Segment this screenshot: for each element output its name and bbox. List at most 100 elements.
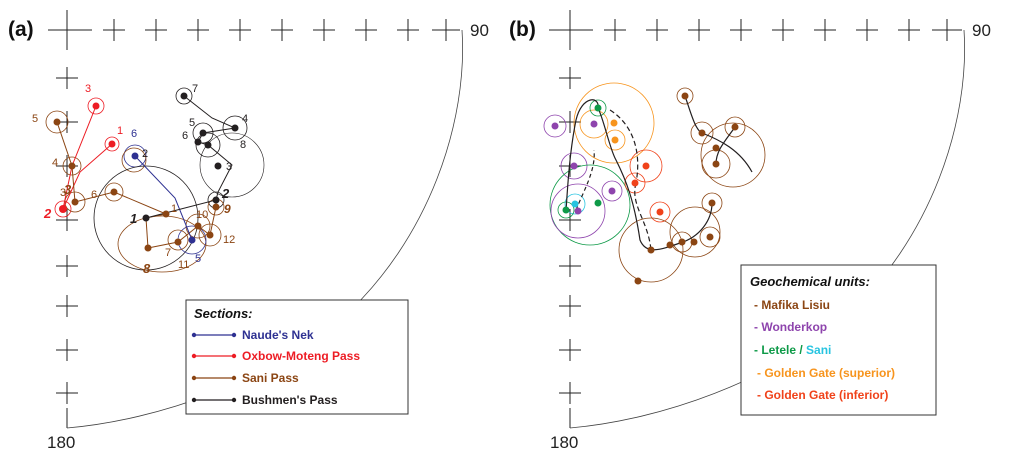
bushmen-point bbox=[214, 162, 222, 170]
wonderkop-point bbox=[551, 122, 559, 130]
legend-label-wonderkop: - Wonderkop bbox=[754, 320, 827, 334]
mafika-point bbox=[634, 277, 642, 285]
sani-point bbox=[144, 244, 152, 252]
sani-point bbox=[71, 198, 79, 206]
sani-point bbox=[194, 222, 202, 230]
golden-gate-superior-point bbox=[611, 136, 619, 144]
panel-b-left-ticks bbox=[559, 67, 581, 428]
sani-unit-point bbox=[571, 200, 579, 208]
sani-point bbox=[68, 162, 76, 170]
sani-point bbox=[212, 203, 220, 211]
panel-a-axis-90: 90 bbox=[470, 21, 489, 40]
point-label: 3 bbox=[64, 182, 72, 197]
sani-point bbox=[174, 238, 182, 246]
bushmen-point bbox=[204, 141, 212, 149]
panel-a-axis-180: 180 bbox=[47, 433, 75, 452]
point-label: 5 bbox=[195, 253, 201, 265]
legend-label-mafika: - Mafika Lisiu bbox=[754, 298, 830, 312]
legend-label-golden-gate-inferior: - Golden Gate (inferior) bbox=[757, 388, 888, 402]
letele-point bbox=[562, 206, 570, 214]
mafika-point bbox=[731, 123, 739, 131]
golden-gate-inferior-point bbox=[631, 179, 639, 187]
oxbow-point bbox=[92, 102, 100, 110]
oxbow-point bbox=[59, 205, 67, 213]
wonderkop-point bbox=[570, 162, 578, 170]
point-label: 4 bbox=[52, 157, 58, 169]
panel-a-point-labels: 3 1 2 3 6 2 5 7 4 5 6 8 3 2 1 5 4 3 6 1 … bbox=[32, 83, 248, 276]
point-label: 4 bbox=[242, 113, 248, 125]
mafika-point bbox=[647, 246, 655, 254]
bushmen-point bbox=[180, 92, 188, 100]
point-label: 6 bbox=[131, 128, 137, 140]
legend-label: Bushmen's Pass bbox=[242, 393, 338, 407]
naude-point bbox=[188, 236, 196, 244]
sani-point bbox=[53, 118, 61, 126]
panel-b: (b) 90 180 bbox=[509, 10, 991, 452]
point-label: 5 bbox=[32, 113, 38, 125]
legend-box bbox=[185, 299, 409, 415]
point-label: 1 bbox=[130, 211, 137, 226]
legend-title: Geochemical units: bbox=[750, 274, 870, 289]
legend-label: Naude's Nek bbox=[242, 328, 314, 342]
sani-point bbox=[110, 188, 118, 196]
point-label: 1 bbox=[117, 125, 123, 137]
point-label: 9 bbox=[224, 202, 231, 216]
legend-item-bushmen: Bushmen's Pass bbox=[191, 393, 338, 407]
panel-a-top-ticks bbox=[48, 10, 460, 50]
wonderkop-point bbox=[608, 187, 616, 195]
point-label: 3 bbox=[85, 83, 91, 95]
legend-label-letele-sani: - Letele / Sani bbox=[754, 343, 831, 357]
bushmen-point bbox=[212, 196, 220, 204]
panel-a-path-lines bbox=[56, 95, 237, 249]
panel-a-legend: Sections: Naude's Nek Oxbow-Moteng Pass … bbox=[185, 299, 409, 415]
panel-b-axis-180: 180 bbox=[550, 433, 578, 452]
point-label: 1 bbox=[171, 203, 177, 215]
oxbow-point bbox=[108, 140, 116, 148]
point-label: 2 bbox=[43, 206, 52, 221]
bushmen-point bbox=[194, 138, 202, 146]
golden-gate-superior-point bbox=[610, 119, 618, 127]
mafika-point bbox=[708, 199, 716, 207]
mafika-point bbox=[678, 238, 686, 246]
legend-item-naude: Naude's Nek bbox=[191, 328, 314, 342]
panel-a-left-ticks bbox=[56, 67, 78, 428]
panel-b-top-ticks bbox=[549, 10, 962, 50]
point-label: 6 bbox=[182, 130, 188, 142]
mafika-point bbox=[706, 233, 714, 241]
panel-a-label: (a) bbox=[8, 18, 34, 41]
point-label: 2 bbox=[142, 148, 148, 160]
point-label: 3 bbox=[60, 187, 66, 199]
point-label: 8 bbox=[143, 261, 151, 276]
mafika-point bbox=[666, 241, 674, 249]
point-label: 12 bbox=[223, 234, 235, 246]
panel-b-points bbox=[551, 92, 739, 285]
panel-a-confidence-circles bbox=[45, 87, 265, 273]
panel-b-label: (b) bbox=[509, 18, 536, 41]
sani-point bbox=[206, 231, 214, 239]
sani-point bbox=[162, 210, 170, 218]
letele-point bbox=[594, 104, 602, 112]
point-label: 2 bbox=[221, 186, 230, 201]
legend-item-sani: Sani Pass bbox=[191, 371, 299, 385]
legend-title: Sections: bbox=[194, 306, 253, 321]
point-label: 7 bbox=[192, 83, 198, 95]
mafika-point bbox=[681, 92, 689, 100]
point-label: 3 bbox=[226, 161, 232, 173]
panel-b-confidence-circles bbox=[543, 82, 766, 283]
panel-b-axis-90: 90 bbox=[972, 21, 991, 40]
bushmen-point bbox=[199, 129, 207, 137]
mafika-point bbox=[712, 144, 720, 152]
naude-point bbox=[131, 152, 139, 160]
golden-gate-inferior-point bbox=[642, 162, 650, 170]
point-label: 10 bbox=[196, 209, 208, 221]
legend-label-golden-gate-superior: - Golden Gate (superior) bbox=[757, 366, 895, 380]
legend-item-oxbow: Oxbow-Moteng Pass bbox=[191, 349, 360, 363]
mafika-point bbox=[698, 129, 706, 137]
bushmen-point bbox=[231, 124, 239, 132]
legend-box bbox=[740, 264, 937, 416]
legend-label: Oxbow-Moteng Pass bbox=[242, 349, 360, 363]
mafika-point bbox=[690, 238, 698, 246]
point-label: 6 bbox=[91, 189, 97, 201]
mafika-point bbox=[712, 160, 720, 168]
